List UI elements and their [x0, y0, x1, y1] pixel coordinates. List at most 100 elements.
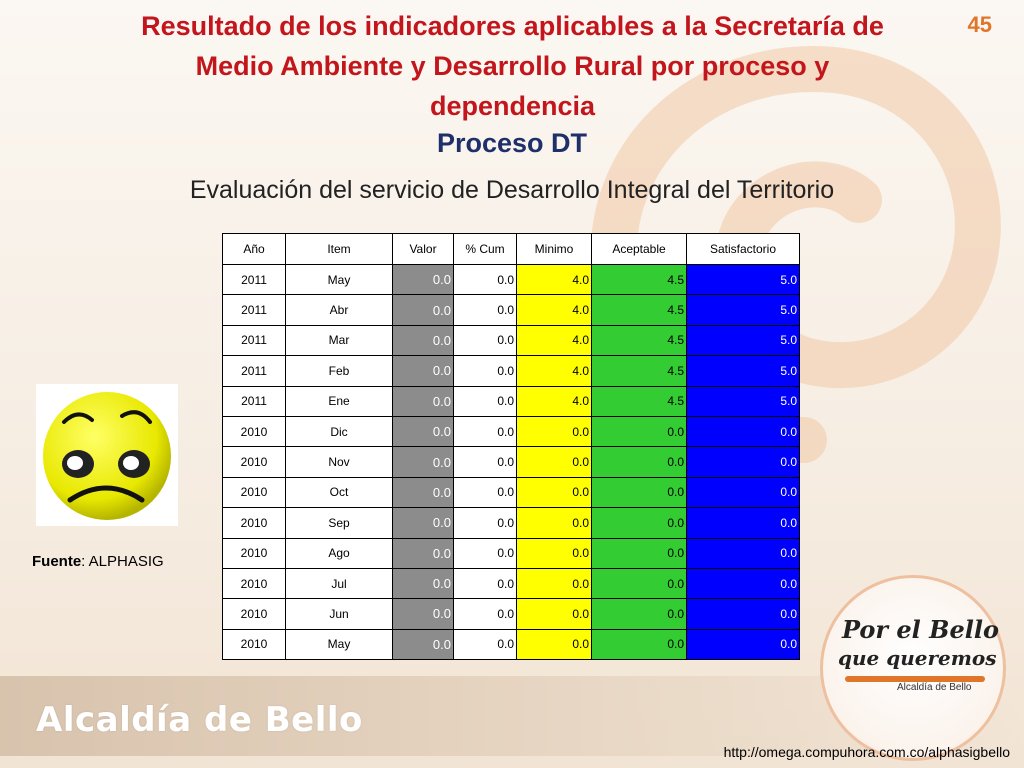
- table-row: 2010 Nov 0.0 0.0 0.0 0.0 0.0: [222, 446, 800, 478]
- table-row: 2011 Abr 0.0 0.0 4.0 4.5 5.0: [222, 294, 800, 326]
- table-row: 2011 Mar 0.0 0.0 4.0 4.5 5.0: [222, 324, 800, 357]
- cell-item: May: [285, 263, 393, 296]
- cell-item: Jul: [285, 567, 393, 600]
- cell-year: 2011: [222, 294, 286, 326]
- cell-cum: 0.0: [453, 598, 517, 630]
- cell-item: Abr: [285, 294, 393, 326]
- table-header-row: Año Item Valor % Cum Minimo Aceptable Sa…: [222, 233, 800, 265]
- cell-year: 2010: [222, 628, 286, 661]
- cell-item: Feb: [285, 355, 393, 387]
- cell-satisfactorio: 5.0: [686, 385, 800, 417]
- cell-valor: 0.0: [392, 385, 454, 417]
- cell-cum: 0.0: [453, 476, 517, 509]
- cell-year: 2010: [222, 567, 286, 600]
- cell-valor: 0.0: [392, 355, 454, 387]
- table-row: 2010 Jul 0.0 0.0 0.0 0.0 0.0: [222, 567, 800, 600]
- cell-cum: 0.0: [453, 415, 517, 448]
- cell-year: 2010: [222, 598, 286, 630]
- cell-aceptable: 0.0: [591, 507, 687, 539]
- col-valor: Valor: [392, 233, 454, 265]
- cell-item: Ago: [285, 537, 393, 569]
- cell-minimo: 0.0: [516, 507, 592, 539]
- cell-satisfactorio: 0.0: [686, 446, 800, 478]
- indicators-table: Año Item Valor % Cum Minimo Aceptable Sa…: [222, 233, 800, 661]
- cell-minimo: 0.0: [516, 567, 592, 600]
- cell-minimo: 0.0: [516, 446, 592, 478]
- cell-valor: 0.0: [392, 324, 454, 357]
- cell-aceptable: 0.0: [591, 537, 687, 569]
- campaign-logo: [820, 575, 1006, 761]
- cell-cum: 0.0: [453, 263, 517, 296]
- source-value: : ALPHASIG: [81, 553, 164, 570]
- cell-minimo: 0.0: [516, 628, 592, 661]
- col-cum: % Cum: [453, 233, 517, 265]
- cell-item: Ene: [285, 385, 393, 417]
- footer-brand: Alcaldía de Bello: [36, 700, 363, 740]
- process-subtitle: Proceso DT: [436, 128, 588, 158]
- cell-aceptable: 0.0: [591, 415, 687, 448]
- cell-satisfactorio: 0.0: [686, 598, 800, 630]
- cell-aceptable: 0.0: [591, 567, 687, 600]
- slide-title: Resultado de los indicadores aplicables …: [90, 6, 935, 126]
- cell-valor: 0.0: [392, 294, 454, 326]
- sad-face-icon: [36, 384, 178, 526]
- cell-cum: 0.0: [453, 507, 517, 539]
- cell-aceptable: 4.5: [591, 294, 687, 326]
- cell-valor: 0.0: [392, 476, 454, 509]
- cell-valor: 0.0: [392, 598, 454, 630]
- cell-aceptable: 0.0: [591, 628, 687, 661]
- cell-aceptable: 4.5: [591, 385, 687, 417]
- logo-swoosh: [845, 676, 985, 682]
- source-note: Fuente: ALPHASIG: [32, 553, 164, 570]
- table-row: 2010 Jun 0.0 0.0 0.0 0.0 0.0: [222, 598, 800, 630]
- cell-minimo: 4.0: [516, 355, 592, 387]
- cell-aceptable: 4.5: [591, 263, 687, 296]
- title-line-3: dependencia: [429, 91, 596, 121]
- cell-satisfactorio: 0.0: [686, 537, 800, 569]
- cell-item: Dic: [285, 415, 393, 448]
- table-row: 2010 May 0.0 0.0 0.0 0.0 0.0: [222, 628, 800, 661]
- cell-cum: 0.0: [453, 567, 517, 600]
- col-item: Item: [285, 233, 393, 265]
- cell-valor: 0.0: [392, 263, 454, 296]
- cell-cum: 0.0: [453, 446, 517, 478]
- table-row: 2011 May 0.0 0.0 4.0 4.5 5.0: [222, 263, 800, 296]
- cell-item: May: [285, 628, 393, 661]
- cell-aceptable: 4.5: [591, 324, 687, 357]
- cell-year: 2011: [222, 385, 286, 417]
- cell-aceptable: 0.0: [591, 598, 687, 630]
- cell-cum: 0.0: [453, 355, 517, 387]
- cell-minimo: 0.0: [516, 537, 592, 569]
- logo-line-1: Por el Bello: [842, 615, 999, 644]
- cell-year: 2010: [222, 415, 286, 448]
- cell-item: Mar: [285, 324, 393, 357]
- cell-year: 2011: [222, 355, 286, 387]
- footer-url[interactable]: http://omega.compuhora.com.co/alphasigbe…: [723, 744, 1010, 760]
- cell-satisfactorio: 0.0: [686, 507, 800, 539]
- cell-minimo: 4.0: [516, 385, 592, 417]
- cell-item: Sep: [285, 507, 393, 539]
- cell-minimo: 0.0: [516, 476, 592, 509]
- cell-valor: 0.0: [392, 628, 454, 661]
- cell-satisfactorio: 5.0: [686, 263, 800, 296]
- cell-minimo: 4.0: [516, 324, 592, 357]
- cell-item: Jun: [285, 598, 393, 630]
- source-label: Fuente: [32, 553, 82, 570]
- col-minimo: Minimo: [516, 233, 592, 265]
- cell-satisfactorio: 5.0: [686, 355, 800, 387]
- cell-satisfactorio: 0.0: [686, 415, 800, 448]
- cell-minimo: 0.0: [516, 415, 592, 448]
- cell-aceptable: 4.5: [591, 355, 687, 387]
- cell-minimo: 4.0: [516, 294, 592, 326]
- cell-cum: 0.0: [453, 324, 517, 357]
- cell-satisfactorio: 0.0: [686, 476, 800, 509]
- cell-year: 2010: [222, 446, 286, 478]
- cell-satisfactorio: 0.0: [686, 567, 800, 600]
- col-year: Año: [222, 233, 286, 265]
- title-line-1: Resultado de los indicadores aplicables …: [141, 11, 884, 41]
- cell-valor: 0.0: [392, 507, 454, 539]
- cell-satisfactorio: 0.0: [686, 628, 800, 661]
- evaluation-heading: Evaluación del servicio de Desarrollo In…: [189, 176, 835, 204]
- cell-item: Oct: [285, 476, 393, 509]
- table-row: 2010 Oct 0.0 0.0 0.0 0.0 0.0: [222, 476, 800, 509]
